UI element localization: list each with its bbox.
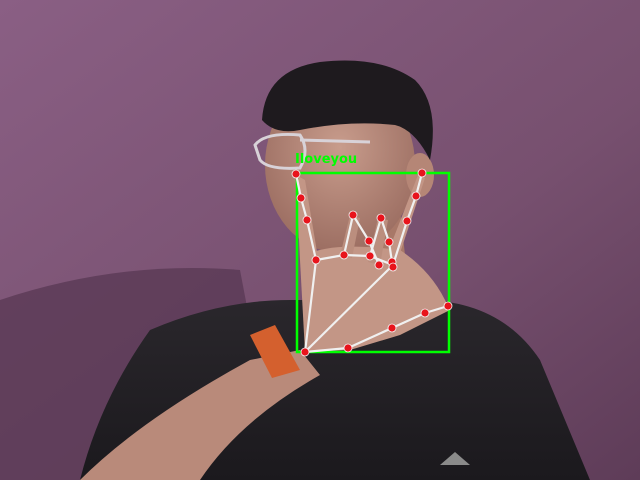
bone-line <box>368 216 383 258</box>
bounding-box <box>295 171 451 354</box>
bone-line <box>351 213 371 243</box>
landmark-point <box>402 216 412 226</box>
landmark-point <box>384 237 394 247</box>
bone-line <box>303 258 318 354</box>
bone-line <box>314 253 346 262</box>
landmark-point <box>311 255 321 265</box>
landmark-point <box>420 308 430 318</box>
landmark-point <box>388 262 398 272</box>
landmark-point <box>374 260 384 270</box>
landmark-point <box>291 169 301 179</box>
landmark-point <box>411 191 421 201</box>
landmark-point <box>376 213 386 223</box>
landmark-point <box>300 347 310 357</box>
landmark-point <box>343 343 353 353</box>
bone-line <box>303 346 350 354</box>
bone-line <box>305 218 318 262</box>
landmark-point <box>364 236 374 246</box>
bone-line <box>405 194 418 223</box>
landmark-point <box>302 215 312 225</box>
landmark-point <box>443 301 453 311</box>
landmark-point <box>296 193 306 203</box>
bone-line <box>342 213 355 257</box>
hand-landmarks <box>291 168 453 357</box>
bone-line <box>346 326 394 350</box>
bone-line <box>303 263 395 354</box>
landmark-point <box>365 251 375 261</box>
gesture-label: Iloveyou <box>295 152 357 167</box>
landmark-point <box>339 250 349 260</box>
landmark-point <box>417 168 427 178</box>
bone-line <box>391 219 409 267</box>
bone-line <box>390 311 427 330</box>
landmark-point <box>348 210 358 220</box>
landmark-point <box>387 323 397 333</box>
